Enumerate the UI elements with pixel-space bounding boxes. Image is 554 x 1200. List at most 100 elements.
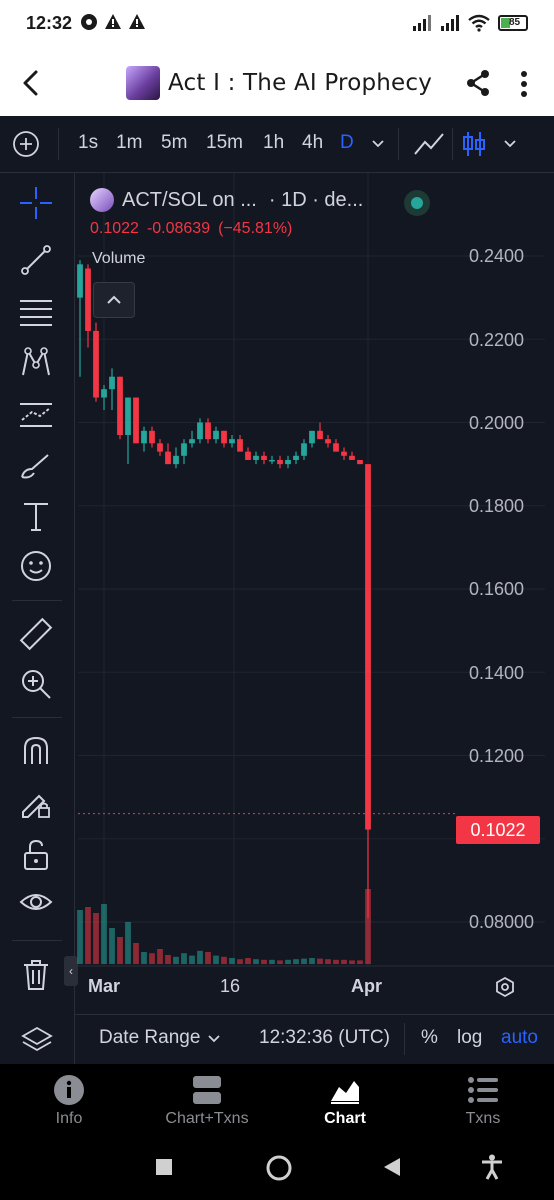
candle-body — [221, 430, 227, 444]
brush-tool[interactable] — [16, 446, 56, 486]
interval-1m[interactable]: 1m — [116, 132, 143, 153]
interval-5m[interactable]: 5m — [161, 132, 188, 153]
chevron-down-icon[interactable] — [370, 138, 386, 150]
tab-info[interactable]: Info — [0, 1064, 138, 1140]
back-triangle-icon[interactable] — [382, 1157, 402, 1177]
split-view-icon — [193, 1076, 221, 1104]
price-axis-label: 0.1800 — [469, 496, 525, 516]
volume-bar — [293, 959, 299, 964]
legend-change-pct: (−45.81%) — [218, 220, 293, 237]
area-chart-icon — [331, 1081, 359, 1104]
add-symbol-icon[interactable] — [12, 130, 40, 158]
pattern-tool[interactable] — [16, 343, 56, 383]
legend-collapse-button[interactable] — [93, 282, 135, 318]
tab-txns[interactable]: Txns — [414, 1064, 552, 1140]
candlestick-icon[interactable] — [461, 130, 487, 158]
volume-bar — [93, 913, 99, 964]
share-icon[interactable] — [463, 68, 493, 98]
zoom-in-icon — [22, 670, 51, 699]
layers-icon[interactable] — [20, 1024, 54, 1058]
auto-scale-toggle[interactable]: auto — [501, 1027, 538, 1048]
legend-values: 0.1022 -0.08639 (−45.81%) — [90, 220, 292, 238]
remove-drawings-tool[interactable] — [16, 955, 56, 995]
volume-bar — [117, 937, 123, 964]
text-tool[interactable] — [16, 496, 56, 536]
home-icon[interactable] — [265, 1154, 293, 1182]
interval-d[interactable]: D — [340, 132, 354, 153]
volume-bar — [189, 955, 195, 964]
percent-toggle[interactable]: % — [421, 1027, 438, 1048]
candle-body — [309, 430, 315, 444]
candle-body — [157, 443, 163, 452]
crosshair-tool[interactable] — [16, 183, 56, 223]
chart-legend[interactable]: ACT/SOL on ... · 1D · de... — [90, 188, 363, 212]
magnet-icon — [24, 736, 48, 764]
drawing-toolbar: ‹ — [0, 173, 78, 1064]
hide-drawings-tool[interactable] — [16, 882, 56, 922]
volume-bar — [181, 953, 187, 964]
candle-body — [365, 464, 371, 830]
zoom-tool[interactable] — [16, 664, 56, 704]
volume-bar — [317, 958, 323, 964]
trend-line-icon — [21, 245, 51, 275]
candle-body — [205, 422, 211, 440]
lock-all-tool[interactable] — [16, 835, 56, 875]
candle-body — [325, 439, 331, 444]
accessibility-icon[interactable] — [480, 1154, 504, 1180]
date-range-button[interactable]: Date Range — [99, 1027, 201, 1048]
more-vert-icon[interactable] — [516, 68, 532, 100]
legend-change: -0.08639 — [146, 220, 211, 237]
recents-icon[interactable] — [155, 1158, 173, 1176]
candle-body — [165, 451, 171, 465]
candle-body — [245, 451, 251, 460]
system-icons: 85 — [412, 14, 528, 32]
tab-chart[interactable]: Chart — [276, 1064, 414, 1140]
candle-body — [77, 264, 83, 298]
back-arrow-icon[interactable] — [16, 68, 46, 98]
chevron-down-icon[interactable] — [502, 138, 518, 150]
interval-4h[interactable]: 4h — [302, 132, 324, 153]
volume-bar — [253, 959, 259, 964]
chart-top-toolbar: 1s 1m 5m 15m 1h 4h D — [0, 116, 554, 173]
token-avatar — [126, 66, 160, 100]
lock-drawing-tool[interactable] — [16, 783, 56, 823]
fib-lines-icon — [20, 300, 52, 326]
price-chart[interactable] — [0, 116, 554, 1064]
interval-1s[interactable]: 1s — [78, 132, 99, 153]
signal-app-icon — [81, 14, 97, 30]
toolbar-divider — [398, 128, 399, 160]
line-chart-icon[interactable] — [412, 130, 446, 158]
tab-label: Txns — [465, 1110, 501, 1127]
current-price-tag: 0.1022 — [456, 816, 540, 844]
magnet-tool[interactable] — [16, 731, 56, 771]
emoji-tool[interactable] — [16, 546, 56, 586]
cell-signal-icon — [441, 15, 459, 31]
trend-line-tool[interactable] — [16, 240, 56, 280]
tab-chart-txns[interactable]: Chart+Txns — [138, 1064, 276, 1140]
utc-clock[interactable]: 12:32:36 (UTC) — [259, 1027, 390, 1048]
volume-bar — [357, 960, 363, 964]
pencil-lock-icon — [22, 794, 50, 818]
chevron-down-icon[interactable] — [207, 1034, 221, 1044]
interval-1h[interactable]: 1h — [263, 132, 285, 153]
candle-body — [285, 459, 291, 465]
notification-icons — [80, 13, 146, 31]
chart-settings-icon[interactable] — [494, 976, 516, 998]
log-toggle[interactable]: log — [457, 1027, 483, 1048]
candle-body — [197, 422, 203, 440]
volume-bar — [333, 959, 339, 964]
interval-15m[interactable]: 15m — [206, 132, 243, 153]
measure-tool[interactable] — [16, 614, 56, 654]
volume-bar — [173, 956, 179, 964]
collapse-toolbar-button[interactable]: ‹ — [64, 956, 78, 986]
volume-bar — [349, 960, 355, 964]
prediction-tool[interactable] — [16, 395, 56, 435]
legend-symbol: ACT/SOL on ... — [122, 188, 257, 211]
volume-bar — [221, 956, 227, 964]
legend-timeframe: · 1D · de... — [268, 188, 364, 211]
title-group: Act I : The AI Prophecy — [126, 66, 432, 100]
battery-indicator: 85 — [498, 15, 528, 31]
candle-body — [149, 430, 155, 444]
horizontal-lines-tool[interactable] — [16, 292, 56, 332]
candle-body — [213, 430, 219, 440]
